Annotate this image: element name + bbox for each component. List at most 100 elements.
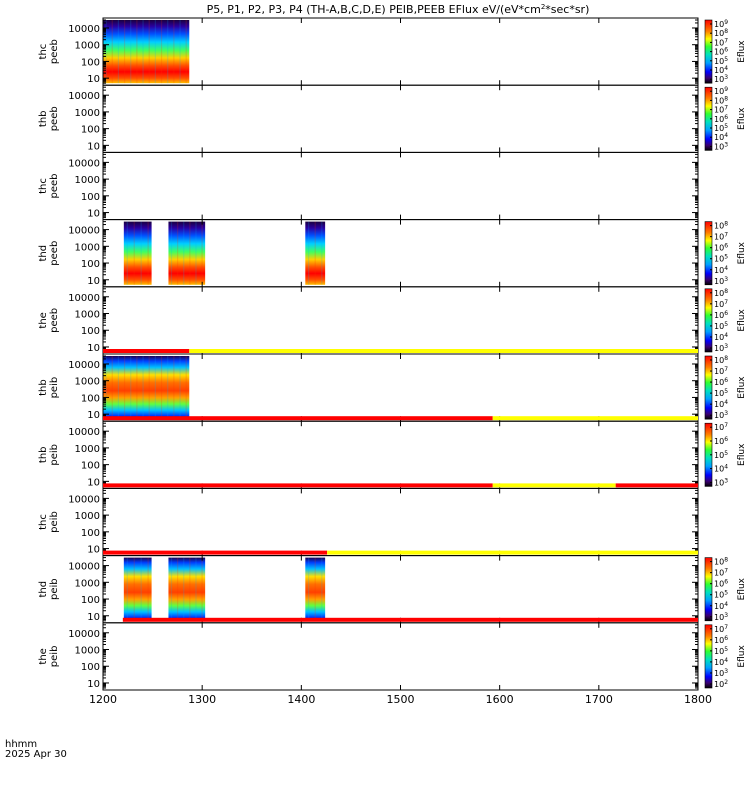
panel-frame (102, 622, 699, 691)
panel-label: thcpeeb (38, 39, 60, 64)
colorbar-tick-label: 103 (714, 612, 728, 622)
x-tick-label: 1400 (287, 693, 315, 706)
spectrogram-block (305, 557, 326, 621)
y-tick-label: 100 (81, 393, 100, 404)
y-tick-label: 10000 (68, 24, 100, 35)
colorbar-tick-label: 103 (714, 276, 728, 286)
spectrogram-block (123, 557, 152, 621)
chart-title: P5, P1, P2, P3, P4 (TH-A,B,C,D,E) PEIB,P… (207, 3, 590, 16)
colorbar-tick-label: 105 (714, 388, 728, 398)
x-tick-label: 1200 (89, 693, 117, 706)
colorbar-tick-label: 103 (714, 410, 728, 420)
y-tick-label: 100 (81, 125, 100, 136)
colorbar-tick-label: 105 (714, 123, 728, 133)
y-tick-label: 10 (87, 612, 100, 623)
panel-label: thbpeeb (38, 106, 60, 131)
spectrogram-block (305, 221, 326, 285)
panel-label: thepeib (38, 646, 60, 668)
y-tick-label: 1000 (75, 242, 100, 253)
y-tick-label: 10 (87, 343, 100, 354)
y-tick-label: 10 (87, 276, 100, 287)
y-tick-label: 10 (87, 141, 100, 152)
colorbar-tick-label: 108 (714, 355, 728, 365)
spectrogram-block (103, 20, 190, 84)
mode-bar-segment (189, 349, 698, 353)
x-tick-label: 1300 (188, 693, 216, 706)
y-tick-label: 10000 (68, 226, 100, 237)
mode-bar-segment (615, 483, 698, 488)
y-tick-label: 100 (81, 326, 100, 337)
panel-3: 10 100 1000 10000 thcpeeb (38, 151, 699, 221)
colorbar-tick-label: 105 (714, 321, 728, 331)
y-tick-label: 10000 (68, 91, 100, 102)
panel-frame (102, 151, 699, 221)
y-tick-label: 1000 (75, 377, 100, 388)
colorbar-tick-label: 107 (714, 299, 728, 309)
colorbar-tick-label: 106 (714, 377, 728, 387)
panel-1: 10 100 1000 10000 thcpeeb 1031041051061071081… (38, 17, 747, 86)
panel-frame (102, 353, 699, 422)
panel-label: thepeeb (38, 308, 60, 333)
panel-7: 10 100 1000 10000 thbpeib 103 104 105 106 107 Eflu… (38, 420, 747, 489)
colorbar-tick-label: 107 (714, 232, 728, 242)
colorbar-tick-label: 105 (714, 646, 728, 656)
colorbar-tick-label: 107 (714, 105, 728, 115)
x-unit-label: hhmm (5, 739, 37, 750)
colorbar-tick-label: 106 (714, 579, 728, 589)
colorbar-label: Eflux (737, 577, 747, 600)
colorbar-tick-label: 106 (714, 114, 728, 124)
y-tick-label: 100 (81, 259, 100, 270)
mode-bar-segment (103, 349, 190, 353)
colorbar (704, 624, 713, 689)
colorbar-tick-label: 108 (714, 28, 728, 38)
colorbar-label: Eflux (737, 376, 747, 399)
colorbar-label: Eflux (737, 241, 747, 264)
date-label: 2025 Apr 30 (5, 749, 67, 760)
y-tick-label: 10000 (68, 562, 100, 573)
spectrogram-block (123, 221, 152, 285)
y-tick-label: 1000 (75, 41, 100, 52)
x-tick-label: 1500 (387, 693, 415, 706)
colorbar-label: Eflux (737, 443, 747, 466)
colorbar-tick-label: 106 (714, 436, 728, 446)
colorbar-label: Eflux (737, 40, 747, 63)
colorbar-label: Eflux (737, 107, 747, 130)
y-tick-label: 1000 (75, 108, 100, 119)
y-tick-label: 10000 (68, 427, 100, 438)
y-tick-label: 1000 (75, 511, 100, 522)
x-tick-label: 1600 (486, 693, 514, 706)
y-tick-label: 10000 (68, 293, 100, 304)
colorbar-label: Eflux (737, 645, 747, 668)
colorbar-tick-label: 107 (714, 37, 728, 47)
colorbar-tick-label: 107 (714, 366, 728, 376)
colorbar-tick-label: 103 (714, 74, 728, 84)
y-tick-label: 1000 (75, 175, 100, 186)
y-tick-label: 10 (87, 74, 100, 85)
y-tick-label: 10000 (68, 629, 100, 640)
colorbar-tick-label: 104 (714, 399, 728, 409)
y-tick-label: 10000 (68, 360, 100, 371)
colorbar-tick-label: 105 (714, 56, 728, 66)
spectrogram-block (168, 557, 206, 621)
colorbar-label: Eflux (737, 309, 747, 332)
y-tick-label: 10 (87, 477, 100, 488)
colorbar-tick-label: 105 (714, 254, 728, 264)
mode-bar-segment (492, 416, 698, 421)
colorbar-tick-label: 107 (714, 422, 728, 432)
colorbar-tick-label: 108 (714, 557, 728, 567)
mode-bar-segment (327, 550, 698, 555)
y-tick-label: 10000 (68, 158, 100, 169)
y-tick-label: 100 (81, 57, 100, 68)
x-tick-label: 1800 (684, 693, 712, 706)
panel-frame (102, 487, 699, 557)
colorbar-tick-label: 105 (714, 450, 728, 460)
y-tick-label: 1000 (75, 310, 100, 321)
colorbar-tick-label: 104 (714, 464, 728, 474)
y-tick-label: 10000 (68, 494, 100, 505)
colorbar-tick-label: 104 (714, 332, 728, 342)
colorbar-tick-label: 103 (714, 343, 728, 353)
